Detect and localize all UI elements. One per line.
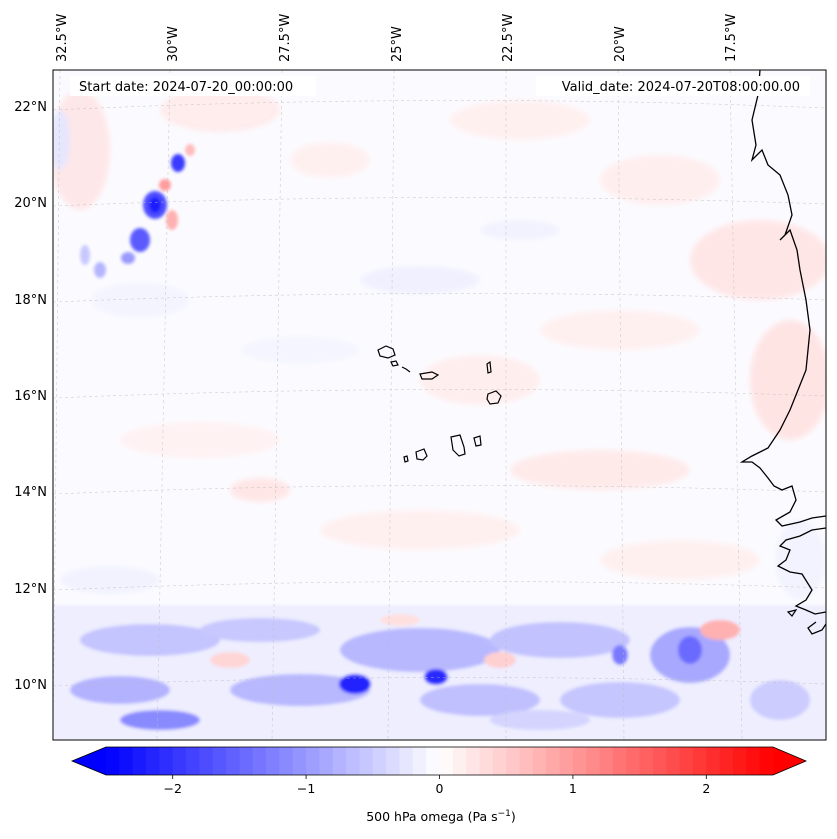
lon-label-20w: 20°W — [613, 26, 628, 62]
lat-label-12n: 12°N — [14, 582, 47, 597]
colorbar-cell — [266, 747, 281, 775]
colorbar-cell — [279, 747, 294, 775]
colorbar-cell — [386, 747, 401, 775]
lat-label-10n: 10°N — [14, 678, 47, 693]
colorbar-tick-label: 1 — [569, 781, 577, 796]
colorbar-cell — [559, 747, 574, 775]
lat-label-14n: 14°N — [14, 485, 47, 500]
colorbar-cell — [146, 747, 160, 775]
colorbar: −2 −1 0 1 2 500 hPa omega (Pa s−1) — [70, 746, 808, 824]
colorbar-cell — [612, 747, 627, 775]
colorbar-cell — [346, 747, 361, 775]
omega-field-south-band — [53, 605, 826, 740]
lat-label-18n: 18°N — [14, 293, 47, 308]
map-plot-area — [53, 70, 826, 740]
colorbar-cell — [466, 747, 481, 775]
colorbar-cell — [599, 747, 614, 775]
colorbar-tick-label: 2 — [702, 781, 710, 796]
lon-label-17-5w: 17.5°W — [724, 14, 739, 62]
colorbar-cell — [306, 747, 321, 775]
colorbar-title-exp: −1 — [498, 809, 511, 819]
colorbar-cell — [732, 747, 747, 775]
colorbar-cell — [746, 747, 761, 775]
start-date-text: Start date: 2024-07-20_00:00:00 — [79, 80, 293, 95]
colorbar-cell — [359, 747, 374, 775]
colorbar-cell — [186, 747, 200, 775]
colorbar-cell — [199, 747, 214, 775]
colorbar-cell — [252, 747, 267, 775]
omega-field-faint — [53, 88, 826, 600]
lat-label-16n: 16°N — [14, 389, 47, 404]
colorbar-title-main: 500 hPa omega (Pa s — [366, 809, 497, 824]
colorbar-cell — [452, 747, 467, 775]
colorbar-cell — [132, 747, 147, 775]
colorbar-cell — [546, 747, 561, 775]
colorbar-cell — [506, 747, 521, 775]
colorbar-title: 500 hPa omega (Pa s−1) — [366, 809, 516, 824]
colorbar-cell — [239, 747, 254, 775]
valid-date-box — [536, 76, 810, 96]
colorbar-cell — [692, 747, 707, 775]
colorbar-cell — [572, 747, 587, 775]
colorbar-outline — [70, 746, 808, 776]
colorbar-cell — [159, 747, 174, 775]
colorbar-cell — [492, 747, 507, 775]
map-frame — [52, 69, 827, 741]
colorbar-cell — [586, 747, 601, 775]
lon-label-30w: 30°W — [166, 26, 181, 62]
lat-label-20n: 20°N — [14, 196, 47, 211]
colorbar-cell — [679, 747, 694, 775]
colorbar-tick-label: −1 — [297, 781, 315, 796]
colorbar-cell — [412, 747, 427, 775]
colorbar-cell — [106, 747, 120, 775]
coastline-islet — [786, 609, 798, 617]
colorbar-cell — [439, 747, 454, 775]
colorbar-cell — [706, 747, 721, 775]
colorbar-cell — [532, 747, 547, 775]
colorbar-cell — [639, 747, 654, 775]
lat-label-22n: 22°N — [14, 100, 47, 115]
colorbar-cell — [399, 747, 414, 775]
colorbar-cells — [106, 747, 774, 775]
valid-date-text: Valid_date: 2024-07-20T08:00:00.00 — [562, 80, 800, 95]
gridlines — [53, 70, 826, 740]
lon-label-32-5w: 32.5°W — [55, 14, 70, 62]
colorbar-cell — [719, 747, 734, 775]
colorbar-cell — [626, 747, 641, 775]
cape-verde-islands — [377, 345, 502, 463]
colorbar-cell — [759, 747, 774, 775]
west-africa-coastline — [739, 70, 826, 635]
colorbar-cell — [119, 747, 134, 775]
colorbar-title-close: ) — [511, 809, 516, 824]
colorbar-cell — [212, 747, 227, 775]
colorbar-cell — [292, 747, 307, 775]
colorbar-cell — [172, 747, 187, 775]
colorbar-cell — [479, 747, 494, 775]
omega-field-northwest — [80, 144, 195, 278]
latitude-labels: 22°N 20°N 18°N 16°N 14°N 12°N 10°N — [14, 100, 47, 693]
lon-label-22-5w: 22.5°W — [501, 14, 516, 62]
lon-label-27-5w: 27.5°W — [278, 14, 293, 62]
colorbar-cell — [426, 747, 441, 775]
colorbar-cell — [319, 747, 334, 775]
colorbar-cell — [332, 747, 347, 775]
colorbar-cell — [372, 747, 387, 775]
colorbar-cell — [666, 747, 681, 775]
colorbar-tick-label: −2 — [163, 781, 181, 796]
longitude-labels: 32.5°W 30°W 27.5°W 25°W 22.5°W 20°W 17.5… — [55, 14, 739, 62]
colorbar-cell — [652, 747, 667, 775]
colorbar-ticks: −2 −1 0 1 2 — [163, 775, 710, 796]
colorbar-min-extend — [72, 747, 106, 775]
lon-label-25w: 25°W — [390, 26, 405, 62]
start-date-box — [70, 76, 316, 96]
colorbar-max-extend — [773, 747, 806, 775]
map-header: Start date: 2024-07-20_00:00:00 Valid_da… — [70, 76, 810, 96]
colorbar-tick-label: 0 — [436, 781, 444, 796]
colorbar-cell — [519, 747, 534, 775]
colorbar-cell — [226, 747, 240, 775]
